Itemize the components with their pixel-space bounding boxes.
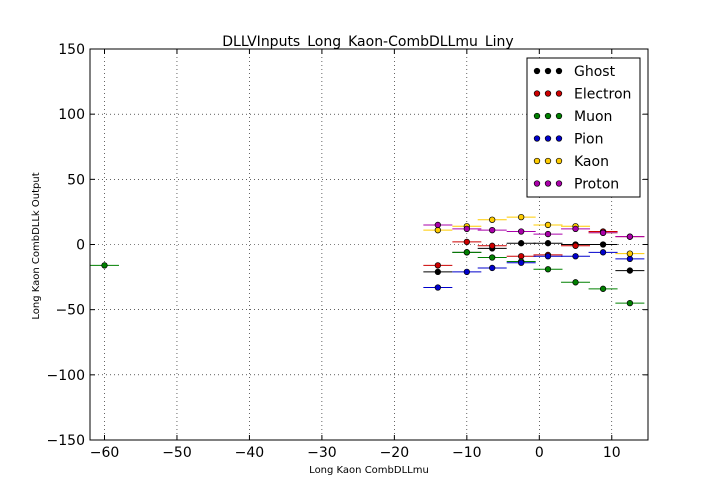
legend-marker: [544, 67, 552, 75]
legend-marker: [533, 135, 541, 142]
data-point: [572, 279, 579, 286]
data-point: [518, 259, 525, 266]
data-point: [434, 227, 441, 234]
data-point: [518, 213, 525, 221]
legend-marker: [533, 112, 541, 120]
x-tick-label: 10: [603, 445, 621, 461]
legend-marker: [533, 67, 541, 75]
data-point: [626, 233, 634, 240]
data-point: [599, 241, 607, 248]
x-tick-label: −10: [452, 445, 482, 461]
x-axis-label: Long Kaon CombDLLmu: [309, 465, 429, 476]
legend-marker: [544, 135, 552, 142]
data-point: [544, 221, 552, 229]
data-point: [626, 250, 634, 257]
data-point: [434, 221, 441, 229]
legend-marker: [555, 157, 563, 165]
data-point: [599, 249, 607, 256]
series-proton: [423, 221, 645, 240]
x-tick-label: −40: [235, 445, 265, 461]
data-point: [626, 255, 634, 262]
legend-marker: [555, 180, 563, 187]
legend-marker: [544, 90, 552, 97]
y-tick-label: 0: [76, 238, 85, 254]
chart-title: DLLVInputs_Long_Kaon-CombDLLmu_Liny: [222, 34, 513, 50]
data-point: [518, 253, 525, 260]
legend-label: Proton: [574, 177, 619, 193]
legend-label: Muon: [574, 109, 612, 125]
x-tick-label: 0: [535, 445, 544, 461]
data-point: [463, 238, 470, 246]
y-axis-label: Long Kaon CombDLLk Output: [31, 172, 42, 319]
data-point: [544, 266, 552, 273]
data-point: [434, 284, 441, 291]
data-point: [626, 267, 634, 274]
data-point: [463, 268, 470, 276]
y-tick-label: 50: [67, 172, 85, 188]
x-tick-label: −60: [90, 445, 120, 461]
data-point: [463, 225, 470, 233]
data-point: [544, 230, 552, 238]
data-point: [599, 285, 607, 292]
data-point: [489, 216, 496, 223]
legend-marker: [533, 90, 541, 97]
y-tick-label: 150: [58, 42, 85, 58]
series-pion: [423, 249, 645, 291]
data-point: [434, 268, 441, 276]
legend-marker: [555, 90, 563, 97]
data-point: [434, 262, 441, 269]
legend-box: [526, 57, 641, 198]
data-point: [599, 229, 607, 236]
x-tick-label: −20: [380, 445, 410, 461]
data-point: [489, 254, 496, 261]
y-tick-label: 100: [58, 107, 85, 123]
data-point: [518, 240, 525, 247]
data-point: [489, 242, 496, 249]
legend-label: Pion: [574, 132, 603, 148]
legend-marker: [533, 180, 541, 187]
legend-marker: [544, 112, 552, 120]
data-point: [572, 242, 579, 249]
series-layer: [90, 213, 645, 307]
y-tick-label: −50: [55, 303, 85, 319]
legend-label: Electron: [574, 87, 631, 103]
legend-marker: [544, 180, 552, 187]
data-point: [544, 253, 552, 260]
data-point: [463, 249, 470, 256]
data-point: [101, 262, 108, 269]
data-point: [489, 264, 496, 272]
data-point: [518, 228, 525, 235]
data-point: [489, 227, 496, 234]
data-point: [572, 225, 579, 233]
legend-marker: [544, 157, 552, 165]
data-point: [626, 300, 634, 307]
legend: Ghost Electron Muon Pion Kaon Proton: [526, 57, 641, 198]
legend-marker: [555, 112, 563, 120]
y-tick-label: −150: [47, 433, 85, 449]
y-tick-label: −100: [47, 368, 85, 384]
legend-label: Kaon: [574, 154, 609, 170]
ticks: −60 −50 −40 −30 −20 −10 0 10−150−100−5005010015…: [47, 42, 648, 461]
data-point: [572, 253, 579, 260]
legend-marker: [533, 157, 541, 165]
legend-marker: [555, 67, 563, 75]
data-point: [544, 240, 552, 247]
legend-marker: [555, 135, 563, 142]
legend-label: Ghost: [574, 64, 616, 80]
x-tick-label: −30: [307, 445, 337, 461]
x-tick-label: −50: [162, 445, 192, 461]
